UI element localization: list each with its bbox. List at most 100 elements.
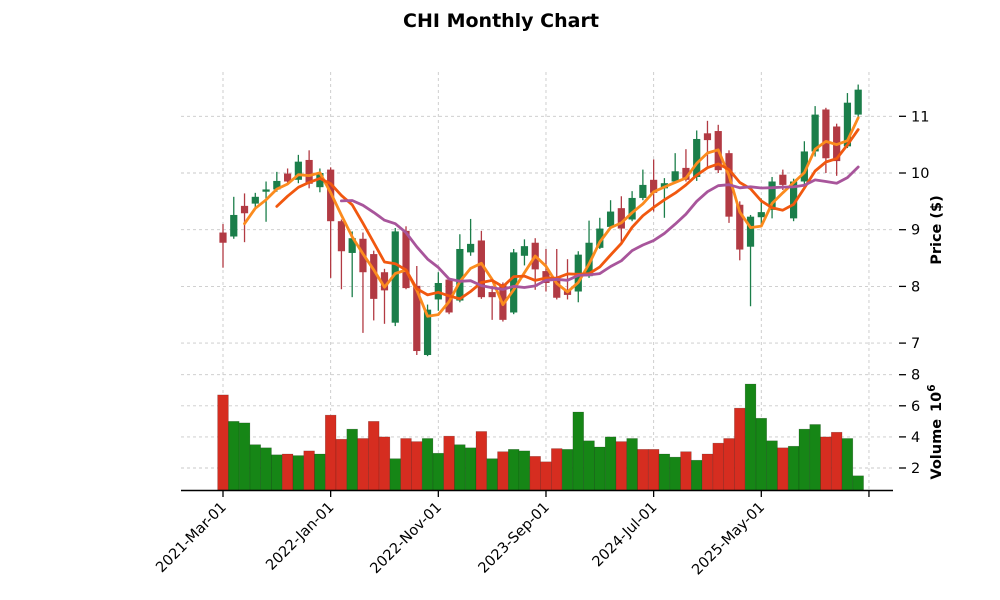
moving-average-lines (243, 116, 860, 318)
sma-6-line (275, 128, 860, 301)
volume-axis-tick-label: 6 (911, 399, 920, 415)
candle-2024-12 (703, 120, 712, 168)
candle-2022-08 (402, 226, 410, 290)
candle-2025-12 (833, 123, 841, 176)
volume-bar-2021-10 (292, 455, 305, 491)
x-axis-tick-label: 2023-Sep-01 (476, 500, 553, 577)
candle-2024-06 (639, 169, 647, 201)
price-axis-tick-label: 7 (911, 336, 920, 352)
candle-body (779, 174, 787, 185)
candle-2026-02 (854, 84, 862, 119)
volume-bar-2024-08 (658, 453, 671, 491)
candle-body (510, 252, 518, 313)
candle-body (789, 181, 798, 219)
volume-bar-2022-12 (443, 435, 455, 491)
volume-bar-2022-10 (421, 438, 434, 491)
candle-body (650, 179, 658, 193)
volume-bar-2022-04 (357, 438, 369, 491)
candle-body (294, 161, 302, 180)
candle-body (854, 89, 862, 115)
volume-bar-2021-12 (314, 453, 326, 491)
candle-2024-04 (617, 196, 625, 243)
volume-bar-2023-04 (486, 458, 498, 491)
volume-bar-2023-11 (561, 449, 574, 491)
candle-2023-02 (467, 218, 475, 256)
price-axis-tick-label: 9 (911, 223, 920, 239)
candle-2022-02 (337, 219, 346, 290)
candle-body (305, 159, 313, 184)
candle-2024-07 (650, 159, 658, 212)
volume-bar-2023-12 (572, 411, 584, 491)
volume-axis-scale-base: 10 (929, 392, 945, 412)
volume-bar-2022-07 (389, 458, 401, 491)
volume-bar-2021-05 (238, 422, 251, 491)
volume-bar-2021-11 (303, 450, 315, 491)
volume-bar-2021-09 (281, 453, 294, 491)
candle-body (402, 230, 410, 289)
candle-2025-05 (757, 198, 765, 226)
candle-body (413, 285, 421, 352)
x-axis-tick-label: 2022-Jan-01 (263, 500, 337, 574)
candle-2021-03 (219, 224, 227, 268)
candle-body (553, 277, 561, 298)
volume-bar-2021-08 (271, 454, 283, 491)
candle-body (380, 272, 389, 291)
volume-bar-2022-05 (368, 421, 380, 491)
candle-body (617, 208, 625, 229)
candle-body (348, 238, 356, 253)
volume-bar-2021-04 (228, 421, 240, 491)
volume-bar-2026-01 (841, 438, 854, 491)
candle-body (477, 240, 485, 298)
volume-bar-2021-03 (217, 394, 229, 491)
candle-body (370, 254, 378, 299)
candle-body (606, 211, 615, 227)
volume-bar-2024-03 (604, 436, 617, 491)
candle-body (230, 214, 238, 237)
volume-bar-2023-01 (454, 444, 466, 491)
candle-2023-06 (510, 248, 518, 315)
candle-body (467, 243, 475, 253)
candle-body (251, 196, 259, 204)
x-axis-tick-label: 2024-Jul-01 (590, 500, 661, 571)
volume-bar-2023-08 (529, 456, 541, 491)
candle-2022-06 (380, 268, 389, 324)
candle-body (316, 173, 324, 188)
candle-body (746, 216, 755, 247)
volume-bar-2024-10 (680, 451, 692, 491)
volume-bar-2023-02 (464, 447, 477, 491)
candle-2021-10 (294, 154, 302, 184)
volume-axis-tick-label: 4 (911, 430, 920, 446)
volume-bar-2024-06 (637, 449, 649, 491)
x-axis-tick-label: 2025-May-01 (689, 500, 768, 579)
volume-bar-2024-01 (583, 440, 595, 491)
volume-bar-2022-11 (432, 452, 445, 491)
volume-bar-2024-02 (594, 446, 606, 491)
candle-2023-01 (456, 234, 464, 303)
candle-2025-09 (800, 141, 808, 185)
candle-body (800, 151, 808, 182)
volume-bar-2025-04 (744, 383, 757, 491)
volume-axis-tick-label: 8 (911, 368, 920, 384)
sma-3-line (243, 116, 860, 318)
volume-bar-2026-02 (852, 475, 864, 491)
volume-bar-2025-08 (787, 445, 800, 491)
candle-body (628, 197, 636, 220)
candle-2023-08 (531, 238, 539, 290)
volume-bar-2024-12 (701, 453, 714, 491)
x-axis-tick-label: 2021-Mar-01 (153, 500, 230, 577)
volume-bar-2025-11 (820, 436, 832, 491)
price-axis-tick-label: 8 (911, 279, 920, 295)
candle-2024-03 (606, 200, 615, 228)
volume-bar-2022-06 (378, 436, 391, 491)
volume-bar-2024-09 (669, 456, 681, 491)
volume-bar-2025-10 (809, 424, 821, 491)
candle-body (768, 181, 776, 210)
volume-bar-2024-07 (647, 449, 660, 491)
volume-bar-2022-08 (400, 438, 412, 491)
volume-panel (217, 383, 864, 491)
volume-axis-scale-exponent: 6 (926, 384, 938, 391)
candle-2023-10 (553, 248, 561, 300)
volume-bar-2023-05 (497, 451, 509, 491)
candle-2024-09 (671, 153, 679, 184)
